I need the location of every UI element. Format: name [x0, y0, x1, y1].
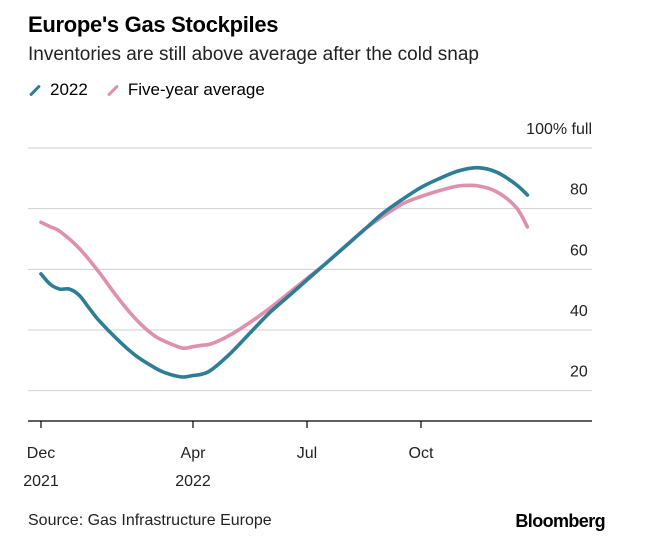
y-tick-label-20: 20 — [570, 364, 588, 381]
legend-label-five-year-average: Five-year average — [127, 80, 265, 99]
source-note: Source: Gas Infrastructure Europe — [28, 512, 272, 529]
chart-title: Europe's Gas Stockpiles — [28, 12, 279, 37]
legend: 2022 Five-year average — [28, 80, 283, 100]
x-tick-label-dec: Dec — [27, 445, 55, 462]
bloomberg-logo: Bloomberg — [515, 511, 605, 531]
series-line-five-year-average — [39, 183, 530, 351]
x-tick-label-apr: Apr — [181, 445, 207, 462]
x-tick-label-jul: Jul — [297, 445, 317, 462]
y-axis-label: 100% full — [526, 121, 592, 138]
x-tick-year-2021: 2021 — [23, 473, 59, 490]
legend-item-2022: 2022 — [28, 80, 88, 100]
x-tick-label-oct: Oct — [409, 445, 434, 462]
series-line-2022 — [39, 165, 530, 379]
y-tick-label-40: 40 — [570, 303, 588, 320]
chart-subtitle: Inventories are still above average afte… — [28, 44, 479, 65]
x-tick-year-2022: 2022 — [175, 473, 211, 490]
legend-item-five-year-average: Five-year average — [106, 80, 265, 100]
y-tick-label-80: 80 — [570, 182, 588, 199]
y-tick-label-60: 60 — [570, 242, 588, 259]
legend-label-2022: 2022 — [50, 80, 88, 99]
